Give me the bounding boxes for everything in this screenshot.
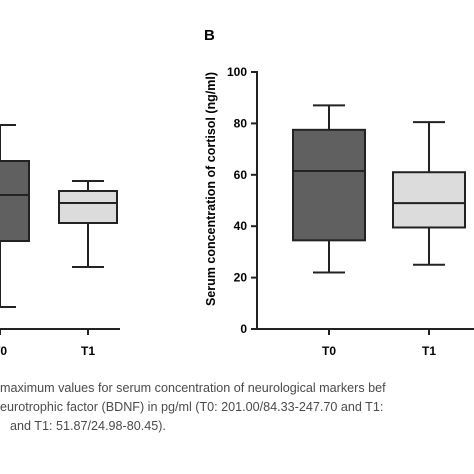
panel-b-y-tick-label-100: 100 <box>227 65 247 79</box>
caption-line-2: eurotrophic factor (BDNF) in pg/ml (T0: … <box>0 400 384 414</box>
panel-b-y-tick-label-60: 60 <box>234 168 248 182</box>
panel-b-y-tick-label-80: 80 <box>234 116 248 130</box>
panel-b-y-tick-label-40: 40 <box>234 219 248 233</box>
panel-a-box-t1-box <box>58 190 118 224</box>
panel-b-chart: B Serum concentration of cortisol (ng/ml… <box>204 27 474 358</box>
panel-b-box-t1-box <box>392 171 466 229</box>
panel-b-x-tick-label-t1: T1 <box>422 344 436 358</box>
panel-b-y-tick-label-20: 20 <box>234 271 248 285</box>
panel-b-box-t0-box <box>292 128 366 242</box>
caption-line-1: maximum values for serum concentration o… <box>0 381 386 395</box>
caption-line-3: and T1: 51.87/24.98-80.45). <box>10 419 166 433</box>
figure-caption: maximum values for serum concentration o… <box>0 379 474 436</box>
panel-b-y-ticks: 0 20 40 60 80 100 <box>227 65 257 336</box>
panel-b-letter: B <box>204 27 215 44</box>
panel-b-x-tick-label-t0: T0 <box>322 344 336 358</box>
panel-a-x-tick-label-t1: T1 <box>81 344 95 358</box>
panel-a-box-t0-box <box>0 160 30 242</box>
panel-b-boxes <box>292 104 466 274</box>
panel-a-x-tick-label-t0: T0 <box>0 344 7 358</box>
panel-a-boxes <box>0 124 118 308</box>
panel-b-y-tick-label-0: 0 <box>240 322 247 336</box>
panel-b-y-axis-title: Serum concentration of cortisol (ng/ml) <box>204 72 218 306</box>
panel-a-chart: T0 T1 <box>0 124 120 358</box>
